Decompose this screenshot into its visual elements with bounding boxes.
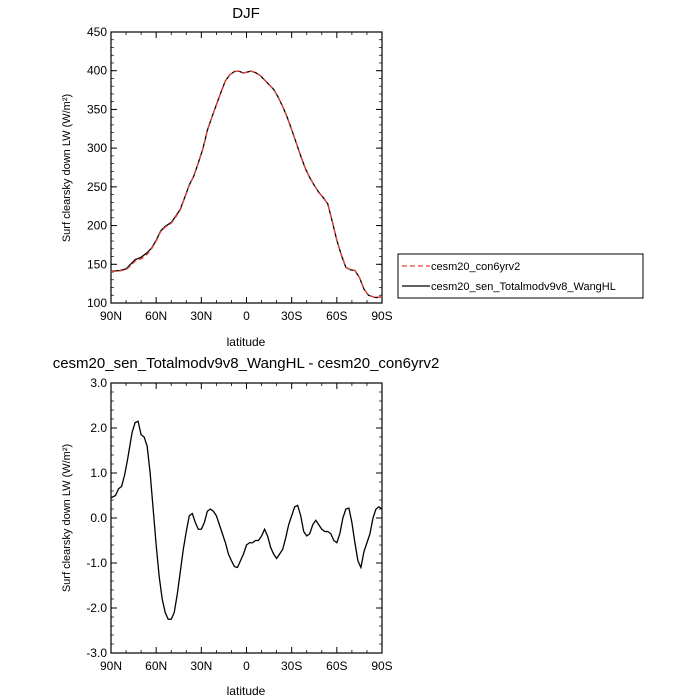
x-tick-label: 60S <box>326 309 347 323</box>
y-tick-label: -2.0 <box>86 601 107 615</box>
top-panel: DJF 90N 60N 30N 0 30S 60S 90S 100 150 200 250 300 35… <box>61 5 644 349</box>
y-tick-label: 1.0 <box>90 466 107 480</box>
y-tick-label: 400 <box>87 64 107 78</box>
y-tick-label: 450 <box>87 25 107 39</box>
legend-label-sensitivity: cesm20_sen_Totalmodv9v8_WangHL <box>431 281 616 293</box>
legend-label-control: cesm20_con6yrv2 <box>431 261 520 273</box>
x-tick-label: 0 <box>243 659 250 673</box>
x-tick-label: 30N <box>190 309 212 323</box>
y-tick-label: 200 <box>87 219 107 233</box>
top-plot-area: 90N 60N 30N 0 30S 60S 90S 100 150 200 250 300 350 400… <box>87 25 393 323</box>
bottom-ylabel: Surf clearsky down LW (W/m²) <box>61 444 73 592</box>
x-tick-label: 60N <box>145 309 167 323</box>
x-tick-label: 90S <box>371 659 392 673</box>
y-tick-label: 2.0 <box>90 421 107 435</box>
y-tick-label: 150 <box>87 257 107 271</box>
legend-box <box>397 253 644 299</box>
y-tick-label: 0.0 <box>90 511 107 525</box>
y-tick-label: 350 <box>87 102 107 116</box>
x-tick-label: 0 <box>243 309 250 323</box>
top-title: DJF <box>232 5 260 22</box>
y-tick-label: 250 <box>87 180 107 194</box>
series-line-cesm20_sen_Totalmodv9v8_WangHL <box>111 70 382 299</box>
x-tick-label: 60N <box>145 659 167 673</box>
plot-frame <box>110 382 383 654</box>
difference-line <box>111 420 382 620</box>
bottom-title: cesm20_sen_Totalmodv9v8_WangHL - cesm20_… <box>53 355 440 372</box>
x-tick-label: 90S <box>371 309 392 323</box>
top-ylabel: Surf clearsky down LW (W/m²) <box>61 94 73 242</box>
y-tick-label: 100 <box>87 296 107 310</box>
x-tick-label: 90N <box>100 659 122 673</box>
y-tick-label: 300 <box>87 141 107 155</box>
x-tick-label: 30N <box>190 659 212 673</box>
y-tick-label: -3.0 <box>86 646 107 660</box>
bottom-panel: cesm20_sen_Totalmodv9v8_WangHL - cesm20_… <box>53 355 440 698</box>
bottom-xlabel: latitude <box>227 684 266 698</box>
x-tick-label: 90N <box>100 309 122 323</box>
x-tick-label: 30S <box>281 309 302 323</box>
top-xlabel: latitude <box>227 335 266 349</box>
y-tick-label: -1.0 <box>86 556 107 570</box>
y-tick-label: 3.0 <box>90 376 107 390</box>
x-tick-label: 60S <box>326 659 347 673</box>
bottom-plot-area: 90N 60N 30N 0 30S 60S 90S -3.0 -2.0 -1.0 0.0 1.0 2.0… <box>86 376 392 673</box>
series-line-cesm20_con6yrv2 <box>111 70 382 299</box>
x-tick-label: 30S <box>281 659 302 673</box>
legend: cesm20_con6yrv2 cesm20_sen_Totalmodv9v8_… <box>397 253 644 299</box>
